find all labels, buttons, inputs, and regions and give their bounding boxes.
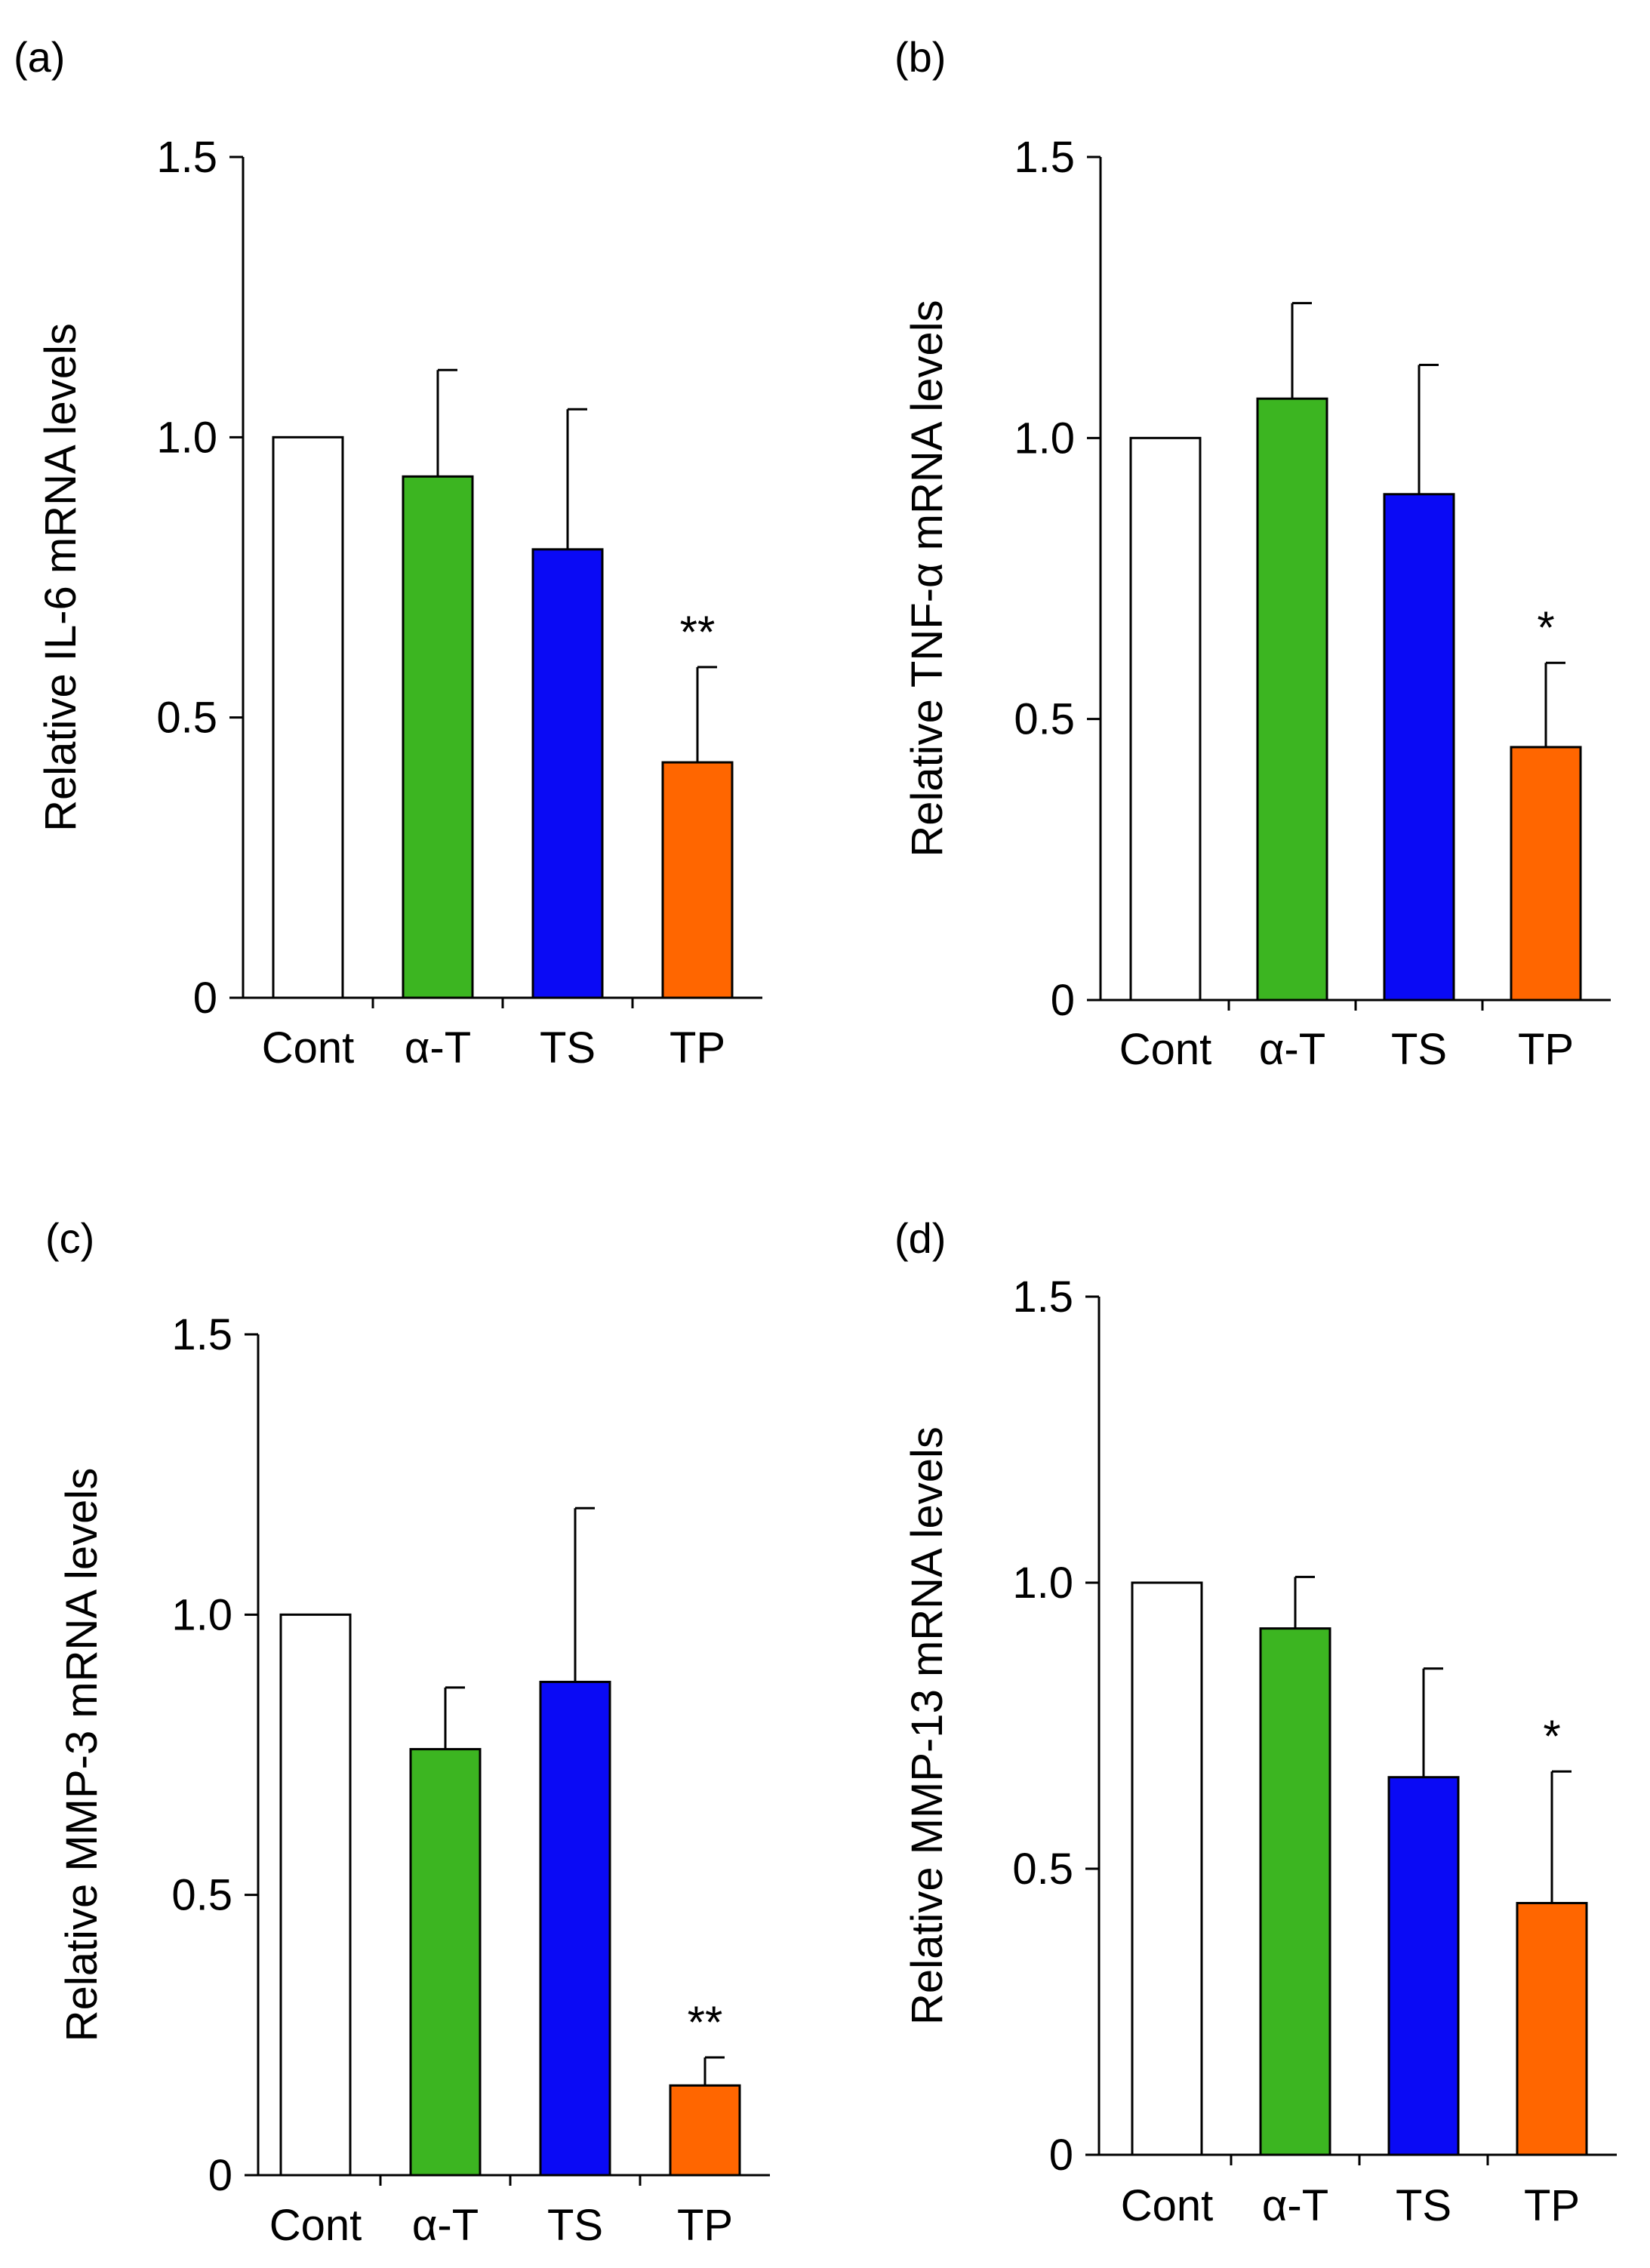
y-tick-label: 0 [208, 2151, 232, 2200]
category-label: TS [547, 2201, 603, 2250]
y-axis-label: Relative MMP-13 mRNA levels [903, 1426, 952, 2025]
panel-label: (b) [894, 33, 946, 81]
y-tick-label: 0 [193, 974, 217, 1023]
y-tick-label: 1.5 [1012, 1272, 1073, 1322]
category-label: TS [1396, 2181, 1451, 2230]
category-label: TP [677, 2201, 733, 2250]
significance-marker: ** [688, 1997, 723, 2048]
y-axis-label: Relative MMP-3 mRNA levels [57, 1468, 106, 2042]
bar-alpha-t [409, 1748, 482, 2177]
category-label: TP [1518, 1025, 1574, 1074]
bar-ts [539, 1680, 611, 2177]
bar-alpha-t [402, 475, 474, 999]
y-tick-label: 1.0 [171, 1590, 232, 1639]
chart-panel-3: (c) 0 0.5 1.0 1.5 Relative MMP-3 mRNA levels C… [45, 1214, 770, 2250]
bar-tp [661, 761, 734, 999]
y-tick-label: 0.5 [1012, 1845, 1073, 1894]
bar-cont [279, 1613, 352, 2177]
bar-alpha-t [1259, 1627, 1331, 2156]
y-tick-label: 1.0 [156, 413, 217, 462]
bar-ts [531, 548, 604, 999]
bar-ts [1387, 1776, 1460, 2156]
chart-panel-2: (b) 0 0.5 1.0 1.5 Relative TNF-α mRNA levels C… [894, 33, 1611, 1074]
y-axis-label: Relative TNF-α mRNA levels [903, 300, 952, 857]
category-label: Cont [1121, 2181, 1214, 2230]
category-label: TS [540, 1023, 596, 1072]
bar-tp [1510, 746, 1582, 1002]
bar-ts [1383, 493, 1455, 1002]
y-tick-label: 0 [1049, 2131, 1073, 2180]
category-label: α-T [1262, 2181, 1328, 2230]
bar-tp [669, 2084, 741, 2177]
y-tick-label: 1.0 [1012, 1559, 1073, 1608]
category-label: TS [1391, 1025, 1447, 1074]
chart-panel-4: (d) 0 0.5 1.0 1.5 Relative MMP-13 mRNA levels… [894, 1214, 1617, 2230]
category-label: TP [670, 1023, 725, 1072]
y-tick-label: 0.5 [156, 694, 217, 743]
chart-panel-1: (a) 0 0.5 1.0 1.5 Relative IL-6 mRNA levels Co… [14, 33, 762, 1072]
significance-marker: ** [680, 607, 716, 657]
bar-tp [1516, 1901, 1588, 2156]
y-tick-label: 1.0 [1014, 414, 1075, 463]
category-label: Cont [269, 2201, 362, 2250]
panel-label: (a) [14, 33, 65, 81]
significance-marker: * [1543, 1711, 1560, 1762]
y-axis-label: Relative IL-6 mRNA levels [36, 323, 85, 832]
bar-alpha-t [1256, 397, 1328, 1002]
significance-marker: * [1537, 602, 1554, 653]
bar-cont [272, 435, 344, 999]
panel-label: (d) [894, 1214, 946, 1262]
category-label: α-T [412, 2201, 479, 2250]
category-label: α-T [1259, 1025, 1325, 1074]
y-tick-label: 1.5 [171, 1310, 232, 1359]
category-label: α-T [405, 1023, 471, 1072]
y-tick-label: 0 [1051, 976, 1075, 1025]
y-tick-label: 1.5 [156, 133, 217, 182]
category-label: Cont [1119, 1025, 1212, 1074]
y-tick-label: 1.5 [1014, 133, 1075, 182]
category-label: TP [1524, 2181, 1580, 2230]
y-tick-label: 0.5 [171, 1871, 232, 1920]
category-label: Cont [262, 1023, 355, 1072]
bar-cont [1129, 436, 1202, 1002]
y-tick-label: 0.5 [1014, 695, 1075, 744]
bar-cont [1131, 1581, 1203, 2156]
panel-label: (c) [45, 1214, 94, 1262]
